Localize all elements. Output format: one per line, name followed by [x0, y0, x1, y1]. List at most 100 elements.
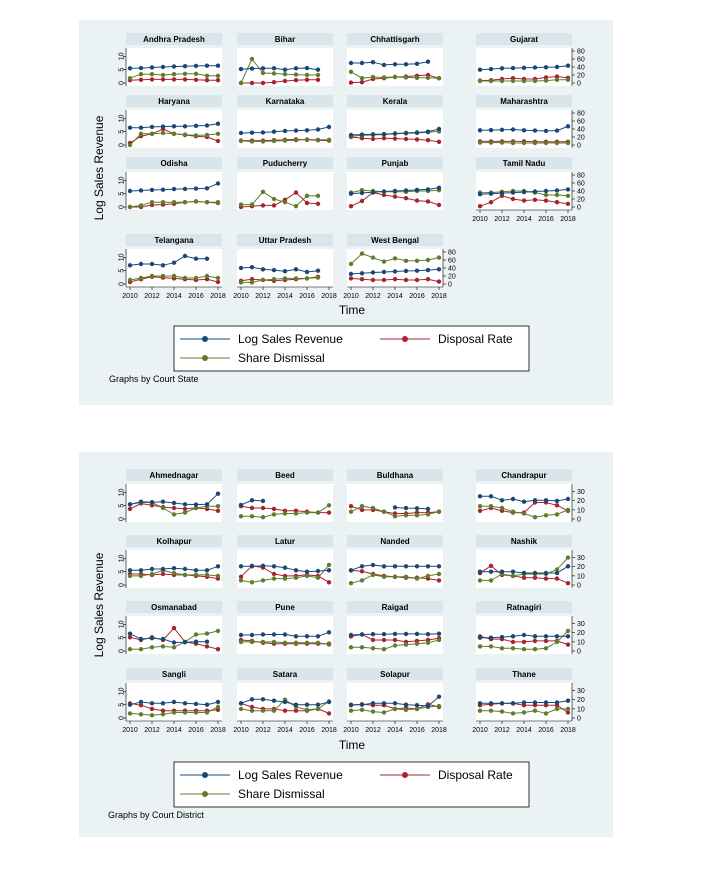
share-dismissal-point: [293, 575, 299, 580]
share-dismissal-point: [249, 708, 255, 713]
log-sales-revenue-point: [532, 570, 538, 576]
share-dismissal-point: [215, 573, 221, 579]
log-sales-revenue-point: [193, 186, 199, 191]
right-tick-label: 10: [577, 573, 585, 580]
facet-title: Latur: [275, 537, 295, 546]
log-sales-revenue-point: [160, 64, 166, 70]
facet-strip: [126, 601, 222, 613]
legend-share-dismissal-label: Share Dismissal: [238, 787, 325, 801]
log-sales-revenue-point: [293, 267, 299, 272]
facet-strip: [476, 668, 572, 680]
left-tick-label: 5: [119, 269, 126, 273]
legend-box: [173, 325, 530, 372]
right-tick-label: 80: [577, 173, 585, 180]
disposal-rate-point: [348, 276, 354, 281]
log-sales-revenue-point: [326, 699, 332, 705]
log-sales-revenue-point: [488, 569, 494, 574]
share-dismissal-point: [348, 645, 354, 650]
left-tick-label: 5: [119, 192, 126, 196]
facet-strip: [347, 157, 443, 169]
share-dismissal-point: [138, 647, 144, 652]
share-dismissal-point: [271, 196, 277, 202]
log-sales-revenue-point: [293, 66, 299, 71]
log-sales-revenue-point: [477, 701, 483, 706]
share-dismissal-point: [499, 505, 505, 511]
disposal-rate-point: [414, 137, 420, 142]
share-dismissal-point: [392, 574, 398, 579]
facet-title: Nashik: [511, 537, 538, 546]
share-dismissal-point: [436, 509, 442, 514]
log-sales-revenue-point: [392, 131, 398, 136]
log-sales-revenue-point: [521, 65, 527, 71]
share-dismissal-point: [127, 204, 133, 210]
disposal-rate-point: [293, 78, 299, 83]
facet-strip: [347, 535, 443, 547]
share-dismissal-point: [499, 78, 505, 84]
log-sales-revenue-point: [204, 186, 210, 191]
facet-title: Gujarat: [510, 35, 538, 44]
log-sales-revenue-point: [565, 564, 571, 569]
right-tick-label: 60: [577, 57, 585, 64]
share-dismissal-point: [127, 142, 133, 148]
log-sales-revenue-point: [414, 130, 420, 135]
share-dismissal-point: [543, 513, 549, 518]
left-tick-label: 5: [119, 703, 126, 707]
log-sales-revenue-point: [414, 187, 420, 193]
log-sales-revenue-point: [193, 568, 199, 573]
share-dismissal-point: [204, 572, 210, 578]
log-sales-revenue-point: [138, 699, 144, 705]
share-dismissal-point: [315, 706, 321, 712]
log-sales-revenue-point: [488, 494, 494, 499]
log-sales-revenue-point: [403, 130, 409, 136]
share-dismissal-point: [488, 578, 494, 583]
right-tick-label: 20: [448, 274, 456, 281]
log-sales-revenue-point: [554, 570, 560, 576]
log-sales-revenue-point: [532, 634, 538, 639]
share-dismissal-point: [554, 77, 560, 83]
log-sales-revenue-point: [565, 187, 571, 192]
x-tick-label: 2012: [144, 293, 160, 300]
share-dismissal-point: [149, 200, 155, 205]
share-dismissal-point: [238, 80, 244, 86]
right-tick-label: 80: [577, 111, 585, 118]
left-tick-label: 10: [119, 687, 126, 695]
left-tick-label: 5: [119, 504, 126, 508]
left-tick-label: 10: [119, 253, 126, 261]
log-sales-revenue-point: [215, 121, 221, 126]
share-dismissal-point: [282, 640, 288, 645]
x-tick-label: 2010: [472, 216, 488, 223]
disposal-rate-point: [543, 638, 549, 644]
log-sales-revenue-point: [249, 498, 255, 503]
right-tick-label: 0: [577, 716, 581, 723]
log-sales-revenue-point: [370, 60, 376, 65]
log-sales-revenue-point: [392, 701, 398, 706]
disposal-rate-point: [127, 506, 133, 512]
share-dismissal-point: [436, 76, 442, 81]
right-tick-label: 0: [577, 143, 581, 150]
log-sales-revenue-point: [359, 702, 365, 707]
share-dismissal-point: [271, 512, 277, 517]
share-dismissal-point: [403, 574, 409, 579]
y-axis-title: Log Sales Revenue: [92, 115, 106, 220]
log-sales-revenue-point: [260, 66, 266, 71]
disposal-rate-point: [160, 77, 166, 82]
share-dismissal-point: [392, 706, 398, 712]
facet-strip: [476, 601, 572, 613]
share-dismissal-point: [171, 710, 177, 715]
right-tick-label: 10: [577, 706, 585, 713]
share-dismissal-point: [359, 645, 365, 650]
log-sales-revenue-point: [370, 701, 376, 706]
share-dismissal-point: [359, 707, 365, 712]
log-sales-revenue-point: [293, 702, 299, 707]
share-dismissal-point: [293, 204, 299, 209]
log-sales-revenue-point: [436, 694, 442, 699]
share-dismissal-point: [326, 503, 332, 508]
share-dismissal-point: [138, 131, 144, 136]
log-sales-revenue-point: [249, 564, 255, 569]
share-dismissal-point: [260, 189, 266, 194]
log-sales-revenue-point: [532, 128, 538, 133]
share-dismissal-point: [510, 573, 516, 579]
facet-strip: [347, 95, 443, 107]
x-tick-label: 2016: [409, 727, 425, 734]
share-dismissal-point: [554, 512, 560, 517]
